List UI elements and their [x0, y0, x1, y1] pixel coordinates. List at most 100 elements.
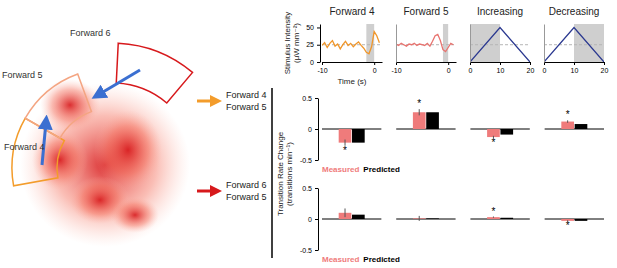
plot-area: [470, 24, 530, 62]
zero-line: [545, 129, 604, 130]
tick-mark: [315, 250, 318, 251]
stimulus-line: [396, 34, 453, 51]
zero-line: [322, 129, 381, 130]
tick: 50: [306, 24, 320, 31]
stimulus-line: [470, 27, 530, 62]
y-axis: -0.5 0 0.5: [300, 95, 319, 164]
bar: [352, 215, 365, 219]
plot-area: [544, 24, 604, 62]
row-arrow: [197, 100, 216, 103]
region-outline: [25, 74, 91, 138]
significance-marker: *: [417, 98, 421, 109]
tick-mark: [315, 129, 318, 130]
tick-mark: [315, 98, 318, 99]
zero-line: [470, 219, 529, 220]
reference-line: [470, 44, 530, 45]
tick-mark: [374, 62, 375, 65]
tick: 0: [310, 59, 320, 66]
tick-label: -0.5: [300, 247, 312, 254]
zero-line: [545, 219, 604, 220]
x-axis: -100: [317, 62, 382, 74]
stimulus-panel: Decreasing 0 10 20: [543, 6, 609, 74]
significance-marker: *: [566, 109, 570, 120]
legend-entry: Predicted: [363, 255, 400, 264]
tick: 0: [469, 62, 473, 74]
tick: 0: [543, 62, 547, 74]
y-axis: [544, 25, 545, 63]
stimulus-panel: Forward 4 -1000 25 50 Time (s) Stimulus Inten…: [283, 6, 383, 86]
y-axis-line: [318, 99, 319, 161]
tick-mark: [317, 62, 320, 63]
bar-row: * * * * -0.5 0 0.5 Measured Predicted Forward 4 Fo…: [197, 90, 604, 216]
y-axis-line: [396, 25, 397, 63]
x-axis: -100: [391, 62, 456, 74]
tick: 0.5: [302, 95, 318, 102]
significance-marker: *: [343, 145, 347, 156]
tick: 20: [527, 62, 535, 74]
tick-label: 0: [308, 126, 312, 133]
row-label: Forward 5: [226, 102, 267, 112]
panel-title: Forward 4: [329, 6, 374, 17]
tick-mark: [448, 62, 449, 65]
y-axis-title: (μW mm⁻²): [292, 23, 301, 63]
tick: 0: [308, 216, 318, 223]
row-label: Forward 4: [226, 90, 267, 100]
plot-area: [322, 24, 382, 62]
tick-label: 20: [601, 67, 609, 74]
region-label: Forward 5: [2, 70, 43, 80]
bar: [426, 218, 439, 220]
tick: -0.5: [300, 247, 318, 254]
row-label: Forward 6: [226, 180, 267, 190]
legend-entry: Measured: [322, 165, 359, 174]
y-axis-title: (transitions min⁻¹): [285, 142, 294, 206]
bar: [500, 218, 513, 219]
panel-title: Increasing: [477, 6, 523, 17]
tick: 20: [601, 62, 609, 74]
tick-label: -0.5: [300, 157, 312, 164]
tick-mark: [322, 62, 323, 65]
tick: 0.5: [302, 185, 318, 192]
tick-label: 10: [571, 67, 579, 74]
zero-line: [396, 219, 455, 220]
x-axis-title: Time (s): [337, 77, 366, 86]
tick: 0: [447, 62, 451, 74]
tick: 25: [306, 41, 320, 48]
plot-area: [396, 24, 456, 62]
tick-mark: [317, 27, 320, 28]
panel-title: Decreasing: [549, 6, 600, 17]
heat-blob: [111, 197, 159, 233]
x-axis-line: [323, 62, 383, 63]
y-axis-line: [320, 25, 321, 63]
bar: [500, 129, 513, 135]
panel-title: Forward 5: [403, 6, 448, 17]
legend-entry: Predicted: [363, 165, 400, 174]
row-label: Forward 5: [226, 192, 267, 202]
tick-mark: [315, 219, 318, 220]
bar: [426, 112, 439, 129]
y-axis: [470, 25, 471, 63]
significance-marker: *: [491, 137, 495, 148]
bar: [352, 129, 365, 143]
tick-label: -10: [317, 67, 327, 74]
y-axis-title: Stimulus Intensity: [283, 12, 292, 75]
tick: -0.5: [300, 157, 318, 164]
bar: [575, 219, 588, 221]
stimulus-panel: Increasing 0 10 20: [469, 6, 535, 74]
y-axis-line: [470, 25, 471, 63]
tick-mark: [574, 62, 575, 65]
bar-row: **-0.500.5MeasuredPredictedForward 6Forw…: [197, 180, 604, 264]
stimulus-window: [366, 24, 374, 62]
significance-marker: *: [491, 206, 495, 217]
error-bar: [345, 208, 346, 217]
heat-blob: [40, 79, 100, 131]
tick-label: 0.5: [302, 95, 312, 102]
stimulus-line: [544, 27, 604, 62]
zero-line: [322, 219, 381, 220]
tick-label: 10: [497, 67, 505, 74]
tick-label: 50: [306, 24, 314, 31]
reference-line: [544, 44, 604, 45]
y-axis-title: Transition Rate Change: [276, 131, 285, 216]
region-outline: [116, 43, 192, 103]
plot-area: [322, 208, 604, 221]
error-bar: [419, 216, 420, 221]
